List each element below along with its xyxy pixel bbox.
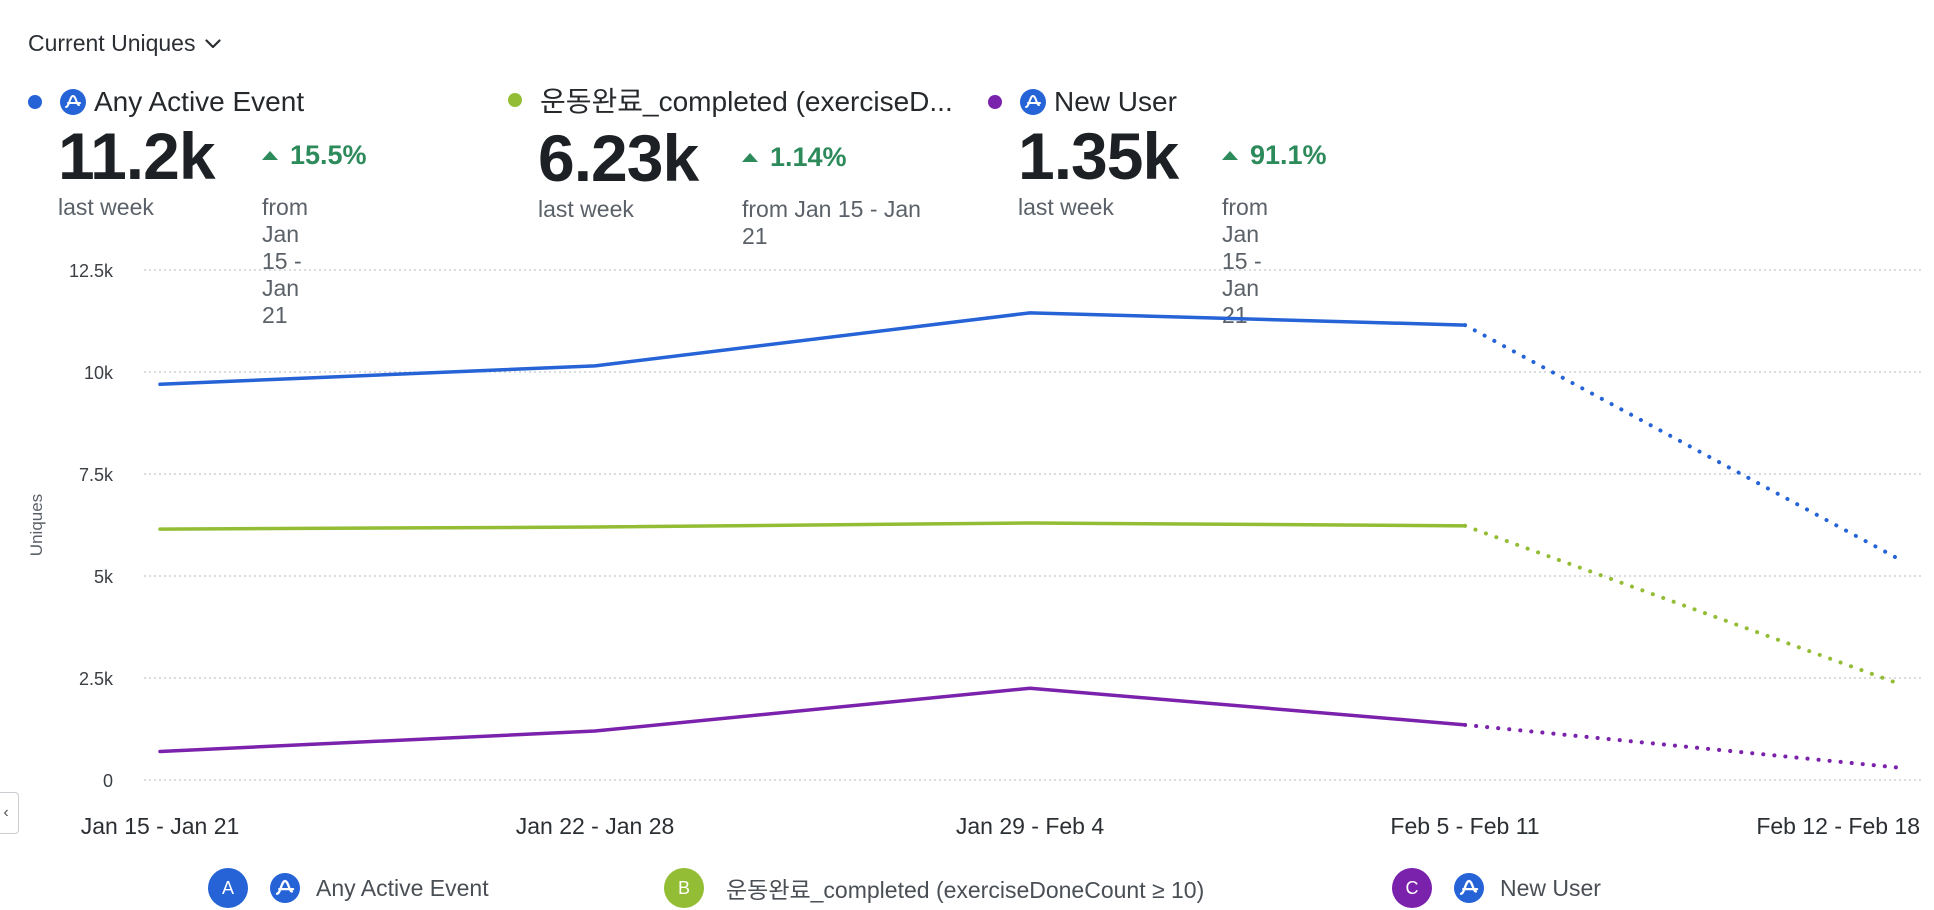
series-color-dot: [508, 93, 522, 107]
series-incomplete-segment-2[interactable]: [1463, 523, 1902, 687]
collapse-panel-button[interactable]: ‹: [0, 792, 19, 834]
legend-item-c[interactable]: C New User: [1392, 866, 1601, 910]
series-color-dot: [988, 95, 1002, 109]
up-arrow-icon: [262, 151, 278, 160]
card-value: 11.2k: [58, 119, 216, 193]
series-line-2[interactable]: [158, 521, 1467, 531]
series-line-1[interactable]: [158, 311, 1467, 386]
y-tick-label: 10k: [84, 363, 114, 383]
y-tick-label: 12.5k: [69, 261, 114, 281]
card-period: last week: [1018, 194, 1114, 220]
amplitude-event-icon: [270, 873, 300, 903]
series-letter-badge: A: [208, 868, 248, 908]
x-tick-label: Jan 22 - Jan 28: [516, 813, 675, 839]
card-value: 1.35k: [1018, 119, 1179, 193]
card-compare-range: from Jan 15 - Jan 21: [742, 196, 921, 249]
y-axis-label: Uniques: [27, 494, 46, 556]
card-delta-value: 91.1%: [1250, 140, 1327, 170]
series-letter-badge: C: [1392, 868, 1432, 908]
card-title: Any Active Event: [94, 86, 305, 117]
card-delta-value: 15.5%: [290, 140, 367, 170]
card-delta-value: 1.14%: [770, 142, 847, 172]
chevron-left-icon: ‹: [3, 804, 9, 821]
series-letter-badge: B: [664, 868, 704, 908]
card-compare-range: from Jan 15 - Jan 21: [262, 194, 308, 328]
legend-label: Any Active Event: [316, 874, 489, 901]
legend-item-b[interactable]: B 운동완료_completed (exerciseDoneCount ≥ 10…: [664, 866, 1204, 910]
amplitude-event-icon: [1020, 89, 1046, 115]
series-incomplete-segment-3[interactable]: [1463, 722, 1902, 770]
amplitude-event-icon: [60, 89, 86, 115]
card-title: New User: [1054, 86, 1177, 117]
card-value: 6.23k: [538, 121, 699, 195]
x-tick-label: Feb 12 - Feb 18: [1756, 813, 1920, 839]
y-tick-label: 5k: [94, 567, 114, 587]
summary-card-exercise-completed: 운동완료_completed (exerciseD... 6.23k last …: [508, 80, 953, 249]
y-tick-label: 0: [103, 771, 113, 791]
card-period: last week: [538, 196, 634, 222]
up-arrow-icon: [1222, 151, 1238, 160]
card-period: last week: [58, 194, 154, 220]
legend-label: 운동완료_completed (exerciseDoneCount ≥ 10): [726, 877, 1205, 903]
legend-label: New User: [1500, 874, 1601, 901]
series-incomplete-segment-1[interactable]: [1463, 323, 1902, 562]
y-tick-label: 2.5k: [79, 669, 114, 689]
card-title: 운동완료_completed (exerciseD...: [540, 86, 953, 117]
up-arrow-icon: [742, 153, 758, 162]
metric-dropdown-label: Current Uniques: [28, 30, 196, 56]
metric-dropdown[interactable]: Current Uniques: [28, 30, 222, 57]
x-tick-label: Feb 5 - Feb 11: [1390, 813, 1539, 839]
card-delta: 15.5%: [262, 140, 367, 171]
series-line-3[interactable]: [158, 686, 1467, 754]
legend-item-a[interactable]: A Any Active Event: [208, 866, 489, 910]
series-color-dot: [28, 95, 42, 109]
x-tick-label: Jan 29 - Feb 4: [956, 813, 1105, 839]
card-delta: 1.14%: [742, 142, 847, 173]
x-tick-label: Jan 15 - Jan 21: [81, 813, 240, 839]
amplitude-event-icon: [1454, 873, 1484, 903]
card-delta: 91.1%: [1222, 140, 1327, 171]
card-compare-range: from Jan 15 - Jan 21: [1222, 194, 1268, 328]
summary-card-new-user: New User 1.35k last week 91.1% from Jan …: [988, 86, 1327, 328]
summary-card-any-active-event: Any Active Event 11.2k last week 15.5% f…: [28, 86, 367, 328]
y-tick-label: 7.5k: [79, 465, 114, 485]
chevron-down-icon: [205, 38, 222, 48]
